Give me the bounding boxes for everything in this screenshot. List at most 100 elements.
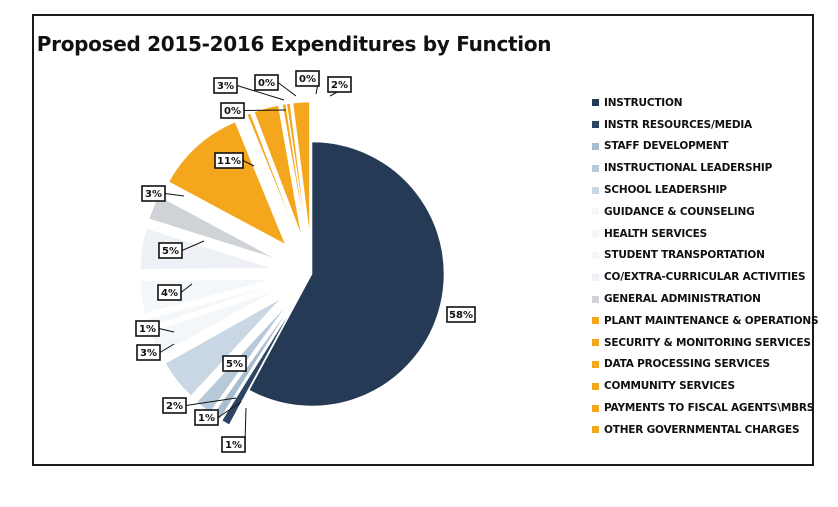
legend-swatch-2 (592, 121, 599, 129)
data-label-text-12: 0% (224, 106, 241, 117)
legend-swatch-5 (592, 186, 599, 194)
legend-item-12: SECURITY & MONITORING SERVICES (592, 332, 812, 354)
leader-line-8 (180, 283, 193, 293)
legend-item-14: COMMUNITY SERVICES (592, 375, 812, 397)
pie-slice-12 (246, 113, 298, 237)
legend-item-10: GENERAL ADMINISTRATION (592, 288, 812, 310)
legend-label-12: SECURITY & MONITORING SERVICES (604, 336, 811, 349)
data-label-text-2: 1% (225, 440, 242, 451)
data-label-text-14: 0% (258, 78, 275, 89)
legend-label-6: GUIDANCE & COUNSELING (604, 205, 755, 218)
pie-slice-1 (248, 141, 445, 407)
legend-swatch-12 (592, 339, 599, 347)
pie-slice-15 (286, 103, 307, 235)
leader-line-3 (217, 401, 242, 418)
pie-slice-11 (168, 121, 286, 245)
legend-label-15: PAYMENTS TO FISCAL AGENTS\MBRS (604, 402, 815, 415)
data-label-text-9: 5% (162, 246, 179, 257)
chart-title: Proposed 2015-2016 Expenditures by Funct… (36, 32, 552, 56)
pie-slice-14 (282, 103, 306, 235)
data-label-10: 3% (141, 185, 166, 202)
legend-label-11: PLANT MAINTENANCE & OPERATIONS (604, 314, 819, 327)
data-label-text-13: 3% (217, 81, 234, 92)
pie-chart: 58% 1% 1% 2% 5% 3% 1% 4% 5% 3% 11% 0% 3% 0% 0% 2% (135, 70, 476, 453)
legend-item-11: PLANT MAINTENANCE & OPERATIONS (592, 310, 819, 332)
data-label-13: 3% (213, 77, 238, 94)
legend-label-9: CO/EXTRA-CURRICULAR ACTIVITIES (604, 271, 806, 284)
legend: INSTRUCTION INSTR RESOURCES/MEDIA STAFF DE… (592, 92, 819, 441)
data-label-5: 5% (222, 355, 247, 372)
leader-line-4 (185, 397, 237, 406)
legend-label-13: DATA PROCESSING SERVICES (604, 358, 770, 371)
legend-swatch-4 (592, 164, 599, 172)
legend-label-1: INSTRUCTION (604, 96, 683, 109)
legend-swatch-1 (592, 99, 599, 107)
data-label-2: 1% (221, 436, 246, 453)
data-label-14: 0% (254, 74, 279, 91)
data-label-9: 5% (158, 242, 183, 259)
legend-swatch-8 (592, 251, 599, 259)
pie-slice-9 (140, 228, 273, 270)
data-label-text-7: 1% (139, 324, 156, 335)
legend-swatch-9 (592, 273, 599, 281)
legend-item-5: SCHOOL LEADERSHIP (592, 179, 812, 201)
leader-line-11 (242, 160, 255, 167)
legend-label-10: GENERAL ADMINISTRATION (604, 293, 761, 306)
legend-item-16: OTHER GOVERNMENTAL CHARGES (592, 419, 812, 441)
legend-label-7: HEALTH SERVICES (604, 227, 707, 240)
data-label-text-3: 1% (198, 413, 215, 424)
data-label-text-10: 3% (145, 189, 162, 200)
legend-item-9: CO/EXTRA-CURRICULAR ACTIVITIES (592, 266, 812, 288)
legend-swatch-15 (592, 404, 599, 412)
data-label-1: 58% (446, 306, 476, 323)
data-label-8: 4% (157, 284, 182, 301)
data-label-text-5: 5% (226, 359, 243, 370)
legend-item-3: STAFF DEVELOPMENT (592, 136, 812, 158)
data-label-text-4: 2% (166, 401, 183, 412)
legend-item-1: INSTRUCTION (592, 92, 812, 114)
legend-swatch-11 (592, 317, 599, 325)
data-label-12: 0% (220, 102, 245, 119)
pie-slice-13 (254, 105, 302, 236)
data-label-4: 2% (162, 397, 187, 414)
data-label-7: 1% (135, 320, 160, 337)
data-label-text-15: 0% (299, 74, 316, 85)
legend-swatch-10 (592, 295, 599, 303)
legend-item-6: GUIDANCE & COUNSELING (592, 201, 812, 223)
legend-label-8: STUDENT TRANSPORTATION (604, 249, 765, 262)
leader-line-6 (159, 343, 175, 353)
pie-slice-16 (292, 101, 310, 235)
data-label-11: 11% (214, 152, 244, 169)
legend-item-13: DATA PROCESSING SERVICES (592, 354, 812, 376)
legend-swatch-16 (592, 426, 599, 434)
chart-frame: Proposed 2015-2016 Expenditures by Funct… (32, 14, 819, 466)
legend-label-4: INSTRUCTIONAL LEADERSHIP (604, 162, 773, 175)
data-label-6: 3% (136, 344, 161, 361)
legend-swatch-13 (592, 360, 599, 368)
legend-swatch-3 (592, 142, 599, 150)
leader-line-9 (181, 240, 205, 251)
data-label-text-1: 58% (449, 310, 473, 321)
legend-label-16: OTHER GOVERNMENTAL CHARGES (604, 423, 800, 436)
data-label-text-8: 4% (161, 288, 178, 299)
leader-line-7 (158, 328, 175, 333)
data-label-text-16: 2% (331, 80, 348, 91)
leader-line-12 (243, 109, 287, 111)
data-label-16: 2% (327, 76, 352, 93)
legend-label-5: SCHOOL LEADERSHIP (604, 184, 727, 197)
legend-item-15: PAYMENTS TO FISCAL AGENTS\MBRS (592, 397, 815, 419)
legend-swatch-14 (592, 382, 599, 390)
legend-label-2: INSTR RESOURCES/MEDIA (604, 118, 752, 131)
legend-swatch-6 (592, 208, 599, 216)
legend-item-2: INSTR RESOURCES/MEDIA (592, 114, 812, 136)
legend-item-4: INSTRUCTIONAL LEADERSHIP (592, 157, 812, 179)
legend-item-7: HEALTH SERVICES (592, 223, 812, 245)
data-label-text-11: 11% (217, 156, 241, 167)
leader-line-10 (164, 193, 185, 197)
legend-label-3: STAFF DEVELOPMENT (604, 140, 729, 153)
data-label-text-6: 3% (140, 348, 157, 359)
leader-line-14 (277, 82, 297, 97)
pie-slice-2 (221, 308, 293, 426)
data-label-15: 0% (295, 70, 320, 87)
pie-slice-5 (165, 298, 281, 397)
